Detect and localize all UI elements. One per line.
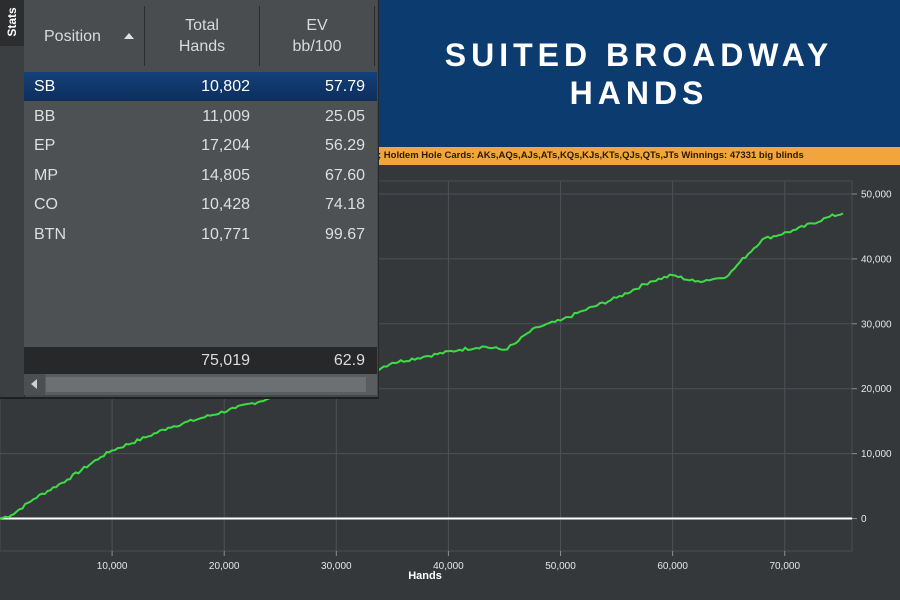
table-row[interactable]: EP 17,204 56.29 bbox=[24, 131, 377, 160]
column-divider bbox=[259, 6, 260, 66]
cell-position: BB bbox=[34, 108, 56, 125]
y-tick-label: 20,000 bbox=[861, 384, 892, 395]
stats-side-strip bbox=[0, 46, 25, 397]
column-header-ev[interactable]: EV bb/100 bbox=[292, 17, 342, 55]
x-axis-label: Hands bbox=[408, 570, 442, 582]
cell-hands: 17,204 bbox=[201, 137, 250, 154]
cell-position: SB bbox=[34, 78, 56, 95]
sort-ascending-icon[interactable] bbox=[124, 33, 134, 39]
title-banner: SUITED BROADWAY HANDS bbox=[378, 0, 900, 147]
title-line-1: SUITED BROADWAY bbox=[444, 36, 834, 73]
tick-labels: 10,000 20,000 30,000 40,000 50,000 60,000 70,0… bbox=[97, 189, 892, 572]
x-tick-label: 30,000 bbox=[321, 561, 352, 572]
horizontal-scrollbar[interactable] bbox=[24, 374, 377, 395]
table-row[interactable]: BTN 10,771 99.67 bbox=[24, 220, 377, 249]
total-hands: 75,019 bbox=[201, 352, 250, 369]
stats-table-body: SB 10,802 57.79 BB 11,009 25.05 EP 17,20… bbox=[24, 72, 377, 347]
title-line-2: HANDS bbox=[569, 74, 709, 111]
cell-hands: 14,805 bbox=[201, 167, 250, 184]
plot-frame bbox=[0, 180, 853, 552]
column-header-position[interactable]: Position bbox=[44, 27, 101, 45]
scrollbar-thumb[interactable] bbox=[46, 377, 366, 392]
column-header-total-hands[interactable]: Total Hands bbox=[178, 17, 226, 55]
stats-panel: Stats Position Total Hands EV bb/100 SB … bbox=[0, 0, 379, 399]
cell-ev: 57.79 bbox=[324, 78, 365, 95]
cell-hands: 10,771 bbox=[201, 226, 250, 243]
stats-total-row: 75,019 62.9 bbox=[24, 347, 377, 374]
cell-hands: 11,009 bbox=[202, 108, 250, 125]
cell-hands: 10,428 bbox=[201, 196, 250, 213]
x-tick-label: 60,000 bbox=[657, 561, 688, 572]
cell-ev: 99.67 bbox=[324, 226, 365, 243]
y-tick-label: 50,000 bbox=[861, 189, 892, 200]
y-tick-label: 40,000 bbox=[861, 254, 892, 265]
cell-position: MP bbox=[34, 167, 58, 184]
x-tick-label: 40,000 bbox=[433, 561, 464, 572]
cell-position: EP bbox=[34, 137, 56, 154]
cell-hands: 10,802 bbox=[201, 78, 250, 95]
cell-position: BTN bbox=[34, 226, 66, 243]
stats-tab[interactable]: Stats bbox=[0, 0, 25, 46]
stats-table-header: Position Total Hands EV bb/100 bbox=[24, 0, 377, 73]
table-row[interactable]: CO 10,428 74.18 bbox=[24, 190, 377, 219]
x-tick-label: 70,000 bbox=[769, 561, 800, 572]
chart-filter-bar: ; Holdem Hole Cards: AKs,AQs,AJs,ATs,KQs… bbox=[378, 147, 900, 165]
winnings-line bbox=[0, 212, 844, 520]
x-tick-label: 10,000 bbox=[97, 561, 128, 572]
scroll-left-arrow-icon[interactable] bbox=[24, 374, 45, 395]
y-tick-label: 10,000 bbox=[861, 449, 892, 460]
y-tick-label: 0 bbox=[861, 514, 867, 525]
cell-position: CO bbox=[34, 196, 58, 213]
cell-ev: 56.29 bbox=[324, 137, 365, 154]
table-row[interactable]: MP 14,805 67.60 bbox=[24, 161, 377, 190]
stats-tab-label: Stats bbox=[5, 7, 19, 37]
total-ev: 62.9 bbox=[333, 352, 365, 369]
x-tick-label: 50,000 bbox=[545, 561, 576, 572]
column-divider bbox=[374, 6, 375, 66]
y-tick-label: 30,000 bbox=[861, 319, 892, 330]
column-divider bbox=[144, 6, 145, 66]
cell-ev: 67.60 bbox=[324, 167, 365, 184]
x-tick-label: 20,000 bbox=[209, 561, 240, 572]
table-row[interactable]: SB 10,802 57.79 bbox=[24, 72, 377, 101]
table-row[interactable]: BB 11,009 25.05 bbox=[24, 102, 377, 131]
cell-ev: 74.18 bbox=[324, 196, 365, 213]
cell-ev: 25.05 bbox=[324, 108, 365, 125]
